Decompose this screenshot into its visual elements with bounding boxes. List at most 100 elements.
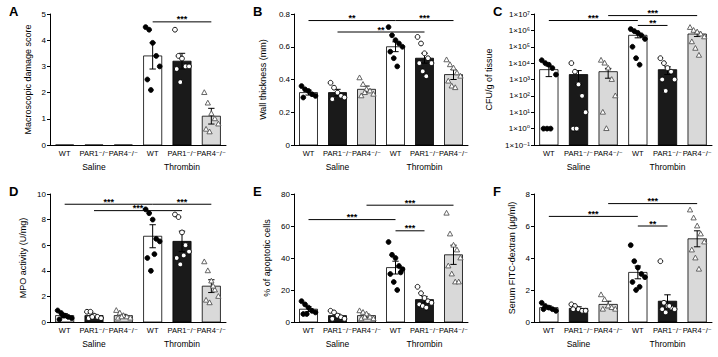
svg-text:1×10⁻¹: 1×10⁻¹ [505, 141, 530, 150]
svg-text:***: *** [419, 13, 430, 23]
svg-text:1×10⁵: 1×10⁵ [509, 42, 530, 51]
svg-text:**: ** [649, 219, 657, 229]
svg-text:**: ** [377, 25, 385, 35]
svg-text:***: *** [588, 13, 599, 23]
svg-text:D: D [9, 184, 18, 199]
svg-text:WT: WT [632, 149, 644, 158]
svg-text:6: 6 [42, 241, 47, 250]
svg-text:10: 10 [37, 190, 46, 199]
svg-text:PAR4⁻/⁻: PAR4⁻/⁻ [594, 326, 623, 335]
svg-text:***: *** [405, 223, 416, 233]
svg-text:40: 40 [281, 254, 290, 263]
svg-text:PAR4⁻/⁻: PAR4⁻/⁻ [352, 326, 381, 335]
svg-text:**: ** [649, 18, 657, 28]
svg-text:Saline: Saline [326, 339, 350, 349]
svg-text:***: *** [177, 14, 188, 24]
svg-text:4: 4 [526, 254, 531, 263]
svg-text:PAR4⁻/⁻: PAR4⁻/⁻ [594, 149, 623, 158]
svg-text:8: 8 [42, 215, 47, 224]
svg-text:0.4: 0.4 [279, 75, 291, 84]
svg-text:% of apoptotic cells: % of apoptotic cells [262, 219, 272, 297]
svg-text:**: ** [348, 13, 356, 23]
svg-text:2: 2 [42, 292, 47, 301]
svg-text:PAR1⁻/⁻: PAR1⁻/⁻ [167, 149, 196, 158]
svg-text:1×10⁶: 1×10⁶ [509, 26, 530, 35]
svg-text:PAR4⁻/⁻: PAR4⁻/⁻ [197, 326, 226, 335]
svg-text:PAR1⁻/⁻: PAR1⁻/⁻ [79, 326, 108, 335]
svg-text:B: B [253, 4, 262, 19]
svg-text:Saline: Saline [82, 162, 106, 172]
svg-text:20: 20 [281, 286, 290, 295]
svg-text:F: F [493, 184, 501, 199]
svg-text:0: 0 [526, 318, 531, 327]
svg-text:WT: WT [59, 326, 71, 335]
svg-text:0: 0 [42, 141, 47, 150]
svg-text:***: *** [588, 209, 599, 219]
svg-text:WT: WT [147, 326, 159, 335]
svg-text:8: 8 [526, 190, 531, 199]
svg-text:PAR1⁻/⁻: PAR1⁻/⁻ [323, 149, 352, 158]
svg-text:***: *** [647, 8, 658, 18]
svg-text:Thrombin: Thrombin [650, 339, 686, 349]
svg-text:Thrombin: Thrombin [650, 162, 686, 172]
svg-text:PAR4⁻/⁻: PAR4⁻/⁻ [197, 149, 226, 158]
svg-text:WT: WT [147, 149, 159, 158]
svg-text:PAR1⁻/⁻: PAR1⁻/⁻ [410, 326, 439, 335]
svg-text:PAR4⁻/⁻: PAR4⁻/⁻ [683, 326, 712, 335]
svg-text:3: 3 [42, 62, 47, 71]
svg-text:Wall thickness (mm): Wall thickness (mm) [258, 39, 268, 120]
svg-text:PAR1⁻/⁻: PAR1⁻/⁻ [79, 149, 108, 158]
svg-text:WT: WT [303, 149, 315, 158]
svg-text:***: *** [647, 196, 658, 206]
svg-text:CFU/g of tissue: CFU/g of tissue [484, 48, 494, 110]
svg-text:4: 4 [42, 36, 47, 45]
svg-text:1×10⁷: 1×10⁷ [509, 10, 530, 19]
svg-text:Thrombin: Thrombin [407, 339, 443, 349]
svg-text:PAR4⁻/⁻: PAR4⁻/⁻ [109, 149, 138, 158]
svg-text:PAR4⁻/⁻: PAR4⁻/⁻ [109, 326, 138, 335]
svg-text:PAR1⁻/⁻: PAR1⁻/⁻ [564, 149, 593, 158]
svg-text:Saline: Saline [82, 339, 106, 349]
svg-text:PAR1⁻/⁻: PAR1⁻/⁻ [410, 149, 439, 158]
svg-text:1×10⁰: 1×10⁰ [509, 124, 530, 133]
svg-text:Thrombin: Thrombin [164, 162, 200, 172]
svg-text:2: 2 [42, 88, 47, 97]
svg-text:0: 0 [42, 318, 47, 327]
svg-text:80: 80 [281, 190, 290, 199]
svg-text:1×10²: 1×10² [509, 91, 530, 100]
svg-text:PAR1⁻/⁻: PAR1⁻/⁻ [653, 326, 682, 335]
svg-text:***: *** [103, 197, 114, 207]
svg-text:PAR4⁻/⁻: PAR4⁻/⁻ [439, 149, 468, 158]
svg-text:***: *** [177, 197, 188, 207]
svg-text:PAR4⁻/⁻: PAR4⁻/⁻ [683, 149, 712, 158]
svg-text:1×10³: 1×10³ [509, 75, 530, 84]
svg-text:Macroscopic damage score: Macroscopic damage score [23, 24, 33, 134]
svg-text:0: 0 [286, 318, 291, 327]
svg-text:A: A [9, 4, 19, 19]
svg-text:***: *** [133, 203, 144, 213]
svg-text:WT: WT [303, 326, 315, 335]
svg-text:WT: WT [543, 149, 555, 158]
svg-text:4: 4 [42, 266, 47, 275]
svg-text:1×10¹: 1×10¹ [509, 108, 530, 117]
svg-text:WT: WT [390, 326, 402, 335]
svg-text:Thrombin: Thrombin [407, 162, 443, 172]
svg-text:Saline: Saline [326, 162, 350, 172]
svg-text:6: 6 [526, 222, 531, 231]
svg-text:60: 60 [281, 222, 290, 231]
svg-text:0.6: 0.6 [279, 42, 291, 51]
svg-text:WT: WT [632, 326, 644, 335]
svg-text:1×10⁴: 1×10⁴ [509, 59, 531, 68]
svg-text:Saline: Saline [567, 162, 591, 172]
svg-text:PAR4⁻/⁻: PAR4⁻/⁻ [439, 326, 468, 335]
svg-text:1: 1 [42, 114, 47, 123]
svg-text:WT: WT [543, 326, 555, 335]
svg-text:PAR1⁻/⁻: PAR1⁻/⁻ [653, 149, 682, 158]
svg-text:Saline: Saline [567, 339, 591, 349]
svg-text:WT: WT [59, 149, 71, 158]
svg-text:WT: WT [390, 149, 402, 158]
svg-text:Thrombin: Thrombin [164, 339, 200, 349]
svg-text:PAR1⁻/⁻: PAR1⁻/⁻ [564, 326, 593, 335]
svg-text:Serum FITC-dextran (μg/ml): Serum FITC-dextran (μg/ml) [507, 202, 517, 315]
svg-text:***: *** [405, 198, 416, 208]
